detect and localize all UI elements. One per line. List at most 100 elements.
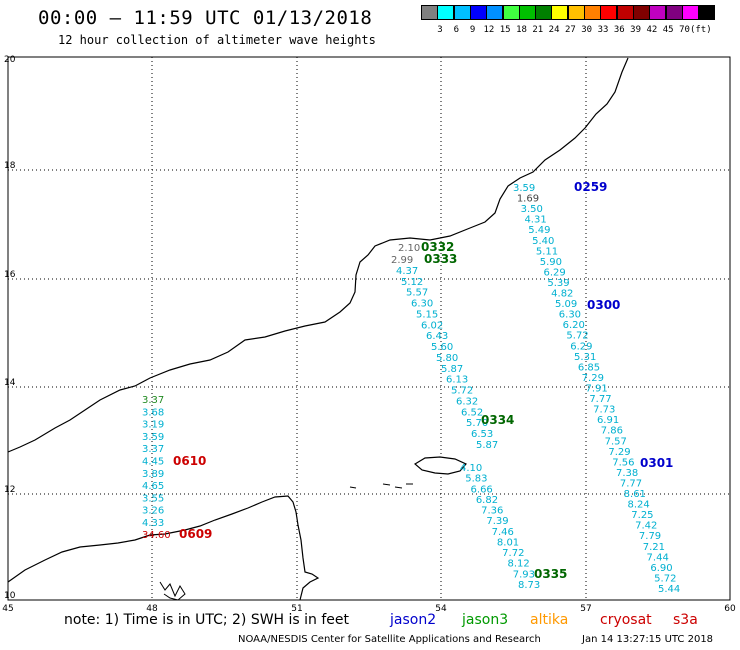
lat-tick-label: 20: [4, 55, 16, 65]
wave-height-value: 7.25: [631, 510, 653, 521]
wave-height-value: 7.44: [647, 552, 669, 563]
wave-height-value: 6.02: [421, 320, 443, 331]
small-islet: [349, 486, 357, 489]
wave-height-value: 5.83: [465, 474, 487, 485]
wave-height-value: 7.38: [616, 468, 638, 479]
wave-height-value: 6.13: [446, 375, 468, 386]
wave-height-value: 5.09: [555, 299, 577, 310]
wave-height-value: 34.60: [142, 530, 171, 541]
wave-height-value: 4.82: [551, 289, 573, 300]
wave-height-value: 2.10: [398, 243, 420, 254]
wave-height-value: 7.29: [608, 447, 630, 458]
wave-height-value: 8.61: [624, 489, 646, 500]
wave-height-value: 5.49: [528, 225, 550, 236]
sat-s3a: s3a: [673, 612, 698, 628]
lon-tick-label: 48: [146, 604, 158, 614]
coastal-squiggle: [159, 581, 186, 601]
socotra-island: [413, 456, 467, 475]
wave-height-value: 8.01: [497, 537, 519, 548]
wave-height-value: 5.11: [536, 246, 558, 257]
map-frame: [7, 56, 731, 601]
wave-height-value: 4.45: [142, 457, 164, 468]
legend-label: 15: [499, 25, 511, 35]
wave-height-value: 6.29: [544, 267, 566, 278]
wave-height-value: 5.90: [540, 257, 562, 268]
wave-height-value: 7.93: [513, 569, 535, 580]
legend-label: 12: [483, 25, 495, 35]
wave-height-value: 7.56: [612, 457, 634, 468]
wave-height-value: 6.90: [650, 563, 672, 574]
wave-height-value: 5.31: [574, 352, 596, 363]
legend-label: 9: [469, 25, 476, 35]
pass-time-label: 0259: [574, 180, 607, 194]
wave-height-value: 7.77: [589, 394, 611, 405]
wave-height-value: 5.15: [416, 309, 438, 320]
wave-height-value: 3.59: [513, 183, 535, 194]
legend-label: 6: [453, 25, 459, 35]
wave-height-value: 6.82: [476, 495, 498, 506]
lon-tick-label: 57: [580, 604, 591, 614]
wave-height-value: 5.60: [431, 342, 453, 353]
legend-label: 3: [437, 25, 443, 35]
wave-height-value: 6.91: [597, 415, 619, 426]
lon-tick-label: 51: [291, 604, 302, 614]
pass-time-label: 0334: [481, 413, 514, 427]
wave-height-value: 7.79: [639, 531, 661, 542]
pass-time-label: 0332: [421, 240, 454, 254]
wave-height-value: 5.44: [658, 584, 680, 595]
wave-height-value: 4.33: [142, 518, 164, 529]
wave-height-value: 3.37: [142, 395, 164, 406]
sat-jason2: jason2: [390, 612, 437, 628]
wave-height-value: 8.12: [507, 559, 529, 570]
wave-height-value: 7.29: [582, 373, 604, 384]
wave-height-value: 6.66: [471, 484, 493, 495]
legend-label: 30: [581, 25, 593, 35]
wave-height-value: 7.21: [643, 542, 665, 553]
wave-height-value: 3.89: [142, 469, 164, 480]
wave-height-value: 5.87: [476, 440, 498, 451]
pass-time-label: 0335: [534, 567, 567, 581]
wave-height-value: 6.52: [461, 407, 483, 418]
wave-height-value: 6.30: [411, 299, 433, 310]
altimeter-tracks: 3.591.693.504.315.495.405.115.906.295.39…: [142, 180, 680, 595]
wave-height-value: 7.36: [481, 506, 503, 517]
wave-height-value: 6.85: [578, 362, 600, 373]
wave-height-value: 7.42: [635, 521, 657, 532]
wave-height-value: 7.72: [502, 548, 524, 559]
wave-height-value: 4.65: [142, 481, 164, 492]
wave-height-value: 3.50: [521, 204, 543, 215]
wave-height-value: 5.12: [401, 277, 423, 288]
wave-height-value: 3.26: [142, 506, 164, 517]
sat-altika: altika: [530, 612, 569, 628]
wave-height-value: 5.39: [547, 278, 569, 289]
wave-height-value: 5.72: [451, 386, 473, 397]
abd-al-kuri-island: [382, 483, 413, 489]
wave-height-value: 6.20: [563, 320, 585, 331]
lat-tick-label: 18: [4, 161, 16, 171]
arabian-coastline: [7, 57, 629, 453]
wave-height-value: 3.68: [142, 407, 164, 418]
lat-tick-label: 14: [4, 378, 16, 388]
wave-height-value: 8.73: [518, 580, 540, 591]
wave-height-value: 7.86: [601, 426, 623, 437]
map-title: 00:00 – 11:59 UTC 01/13/2018: [38, 7, 373, 29]
wave-height-value: 6.53: [471, 429, 493, 440]
pass-time-label: 0301: [640, 456, 673, 470]
axis-labels: 45 48 51 54 57 60 20 18 16 14 12 10: [2, 55, 736, 614]
wave-height-value: 6.30: [559, 310, 581, 321]
wave-height-value: 7.77: [620, 478, 642, 489]
legend-label: 45: [662, 25, 674, 35]
wave-height-value: 7.46: [492, 527, 514, 538]
pass-time-label: 0333: [424, 252, 457, 266]
wave-height-value: 6.29: [570, 341, 592, 352]
wave-height-value: 3.59: [142, 432, 164, 443]
wave-height-value: 5.72: [566, 331, 588, 342]
legend-label: 18: [516, 25, 527, 35]
legend-swatch: [698, 5, 716, 20]
pass-time-label: 0300: [587, 298, 620, 312]
legend-label: 70: [679, 25, 690, 35]
wave-height-value: 3.37: [142, 444, 164, 455]
pass-time-label: 0609: [179, 527, 212, 541]
wave-height-value: 3.19: [142, 420, 164, 431]
somali-coastline: [7, 495, 320, 601]
